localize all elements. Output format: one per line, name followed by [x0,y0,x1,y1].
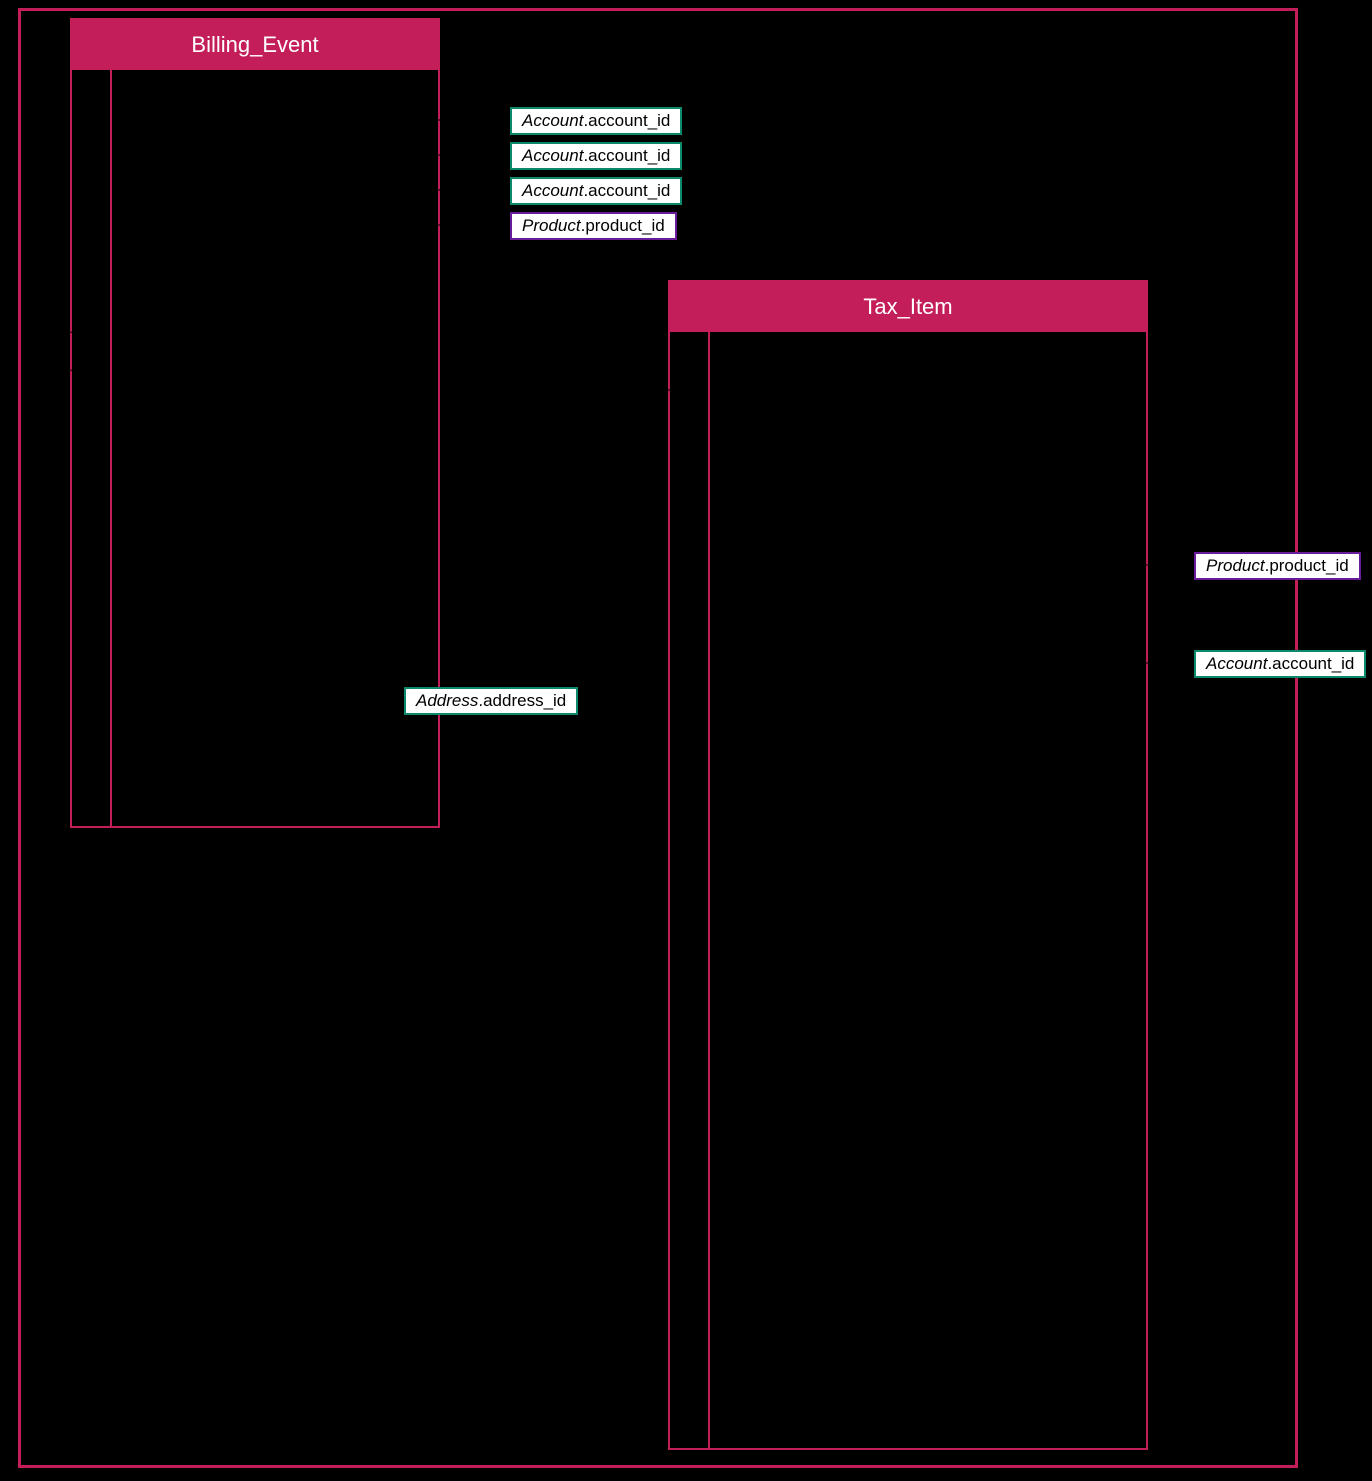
field: tax_section [726,1071,1130,1099]
field: quantity [128,279,422,307]
field: percentage [726,1043,1130,1071]
field: currency [726,513,1130,541]
field: product_name [726,485,1130,513]
entity-billing-event: Billing_Eventbilling_event_iduniqueness_… [70,18,440,828]
entity-key-column [670,332,710,1448]
fk-badge: Address.address_id [404,687,578,715]
field: date_created [726,736,1130,764]
field: description [726,458,1130,486]
connector-bullet [73,365,83,375]
entity-field-list: tax_idused_idinvoice_idinvoice_item_idde… [710,332,1146,1448]
connector-bullet [671,385,681,395]
field: catalog_name [128,363,422,391]
field: amount [726,987,1130,1015]
field: is_approved [726,1322,1130,1350]
field: target_account_id [726,625,1130,653]
field: billing_account_id [128,168,422,196]
fk-badge: Account.account_id [1194,650,1366,678]
connector-bullet [327,695,337,705]
field: billing_type [128,251,422,279]
connector-bullet [395,220,405,230]
field: invoice_item_id [726,430,1130,458]
connector-bullet [73,327,83,337]
field: entered_by [726,1350,1130,1378]
field: price_list_name [726,681,1130,709]
field: tax_rate_applied [726,1155,1130,1183]
field: catalog_effective_date [128,335,422,363]
entity-field-list: billing_event_iduniqueness_hashaccount_i… [112,70,438,826]
field: item_details [726,960,1130,988]
field: adjusted_gross_amount [726,1211,1130,1239]
field: tax_rate [726,1127,1130,1155]
connector-bullet [1113,658,1123,668]
field: end_date [726,820,1130,848]
field: action [128,474,422,502]
field: phase_name [726,653,1130,681]
fk-badge: Product.product_id [1194,552,1361,580]
field: created_date [726,848,1130,876]
fk-badge: Account.account_id [510,142,682,170]
field: applied_count [128,307,422,335]
key-indicator: U [28,360,44,386]
field: uniqueness_hash [128,112,422,140]
entity-title: Tax_Item [670,282,1146,332]
field: catalog_name [726,597,1130,625]
field: tax_base_amount [726,1099,1130,1127]
field: effective_date [128,586,422,614]
connector-bullet [1113,560,1123,570]
connector-bullet [395,115,405,125]
entity-tax-item: Tax_Itemtax_idused_idinvoice_idinvoice_i… [668,280,1148,1450]
field: rate [726,904,1130,932]
fk-badge: Account.account_id [510,107,682,135]
fk-badge: Product.product_id [510,212,677,240]
field: source [726,569,1130,597]
field: address_id [128,502,422,530]
field: invoice_id [726,402,1130,430]
entity-key-column [72,70,112,826]
key-indicator: P [28,322,43,348]
connector-bullet [395,150,405,160]
field: compliance_date [726,1378,1130,1406]
field: start_date [726,792,1130,820]
field: product_id [128,223,422,251]
field: charge_no [726,1294,1130,1322]
field: product_id [726,541,1130,569]
field: type [726,1183,1130,1211]
entity-title: Billing_Event [72,20,438,70]
field: description [128,530,422,558]
field: tax_id [726,346,1130,374]
field: is_active [726,709,1130,737]
field: applied_gross_amount [726,1239,1130,1267]
field: quantity [726,932,1130,960]
field: plan_name [128,391,422,419]
field: linked_item_id [726,1015,1130,1043]
field: target_account_id [128,196,422,224]
field: is_active [128,558,422,586]
field: applied_date [726,876,1130,904]
field: billing_event_id [128,84,422,112]
field: timestamp [726,764,1130,792]
field: used_id [726,374,1130,402]
field: price_list_name [128,447,422,475]
field: phase_name [128,419,422,447]
connector-bullet [395,185,405,195]
field: account_id [128,140,422,168]
field: jurisdiction [726,1266,1130,1294]
fk-badge: Account.account_id [510,177,682,205]
